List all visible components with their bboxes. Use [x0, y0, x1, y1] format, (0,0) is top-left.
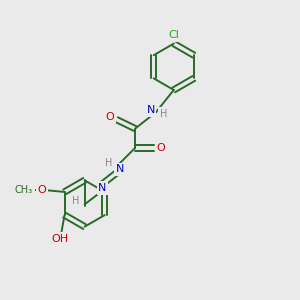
Text: H: H	[160, 109, 167, 119]
Text: H: H	[72, 196, 80, 206]
Text: Cl: Cl	[168, 30, 179, 40]
Text: O: O	[157, 143, 165, 153]
Text: N: N	[116, 164, 124, 174]
Text: O: O	[106, 112, 115, 122]
Text: OH: OH	[52, 234, 69, 244]
Text: N: N	[146, 105, 155, 115]
Text: CH₃: CH₃	[15, 185, 33, 195]
Text: N: N	[98, 183, 106, 193]
Text: H: H	[105, 158, 113, 168]
Text: O: O	[38, 185, 46, 195]
